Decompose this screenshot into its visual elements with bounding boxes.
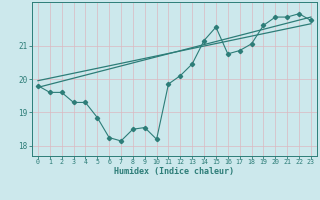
X-axis label: Humidex (Indice chaleur): Humidex (Indice chaleur)	[115, 167, 234, 176]
